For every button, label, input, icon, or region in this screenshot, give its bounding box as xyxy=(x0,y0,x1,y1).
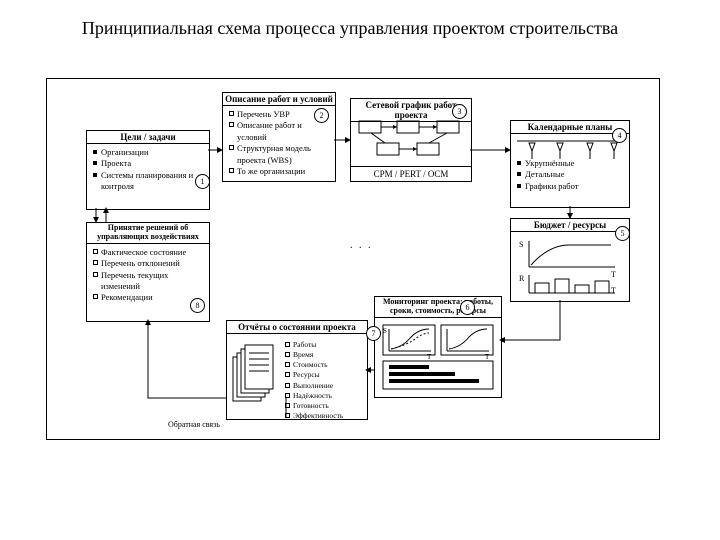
edges xyxy=(0,0,720,540)
feedback-label: Обратная связь xyxy=(168,420,220,429)
badge-2: 2 xyxy=(314,108,329,123)
badge-7: 7 xyxy=(366,326,381,341)
badge-6: 6 xyxy=(460,300,475,315)
badge-3: 3 xyxy=(452,104,467,119)
badge-4: 4 xyxy=(612,128,627,143)
badge-1: 1 xyxy=(195,174,210,189)
center-dots: . . . xyxy=(350,240,373,251)
badge-5: 5 xyxy=(615,226,630,241)
badge-8: 8 xyxy=(190,298,205,313)
page: Принципиальная схема процесса управления… xyxy=(0,0,720,540)
